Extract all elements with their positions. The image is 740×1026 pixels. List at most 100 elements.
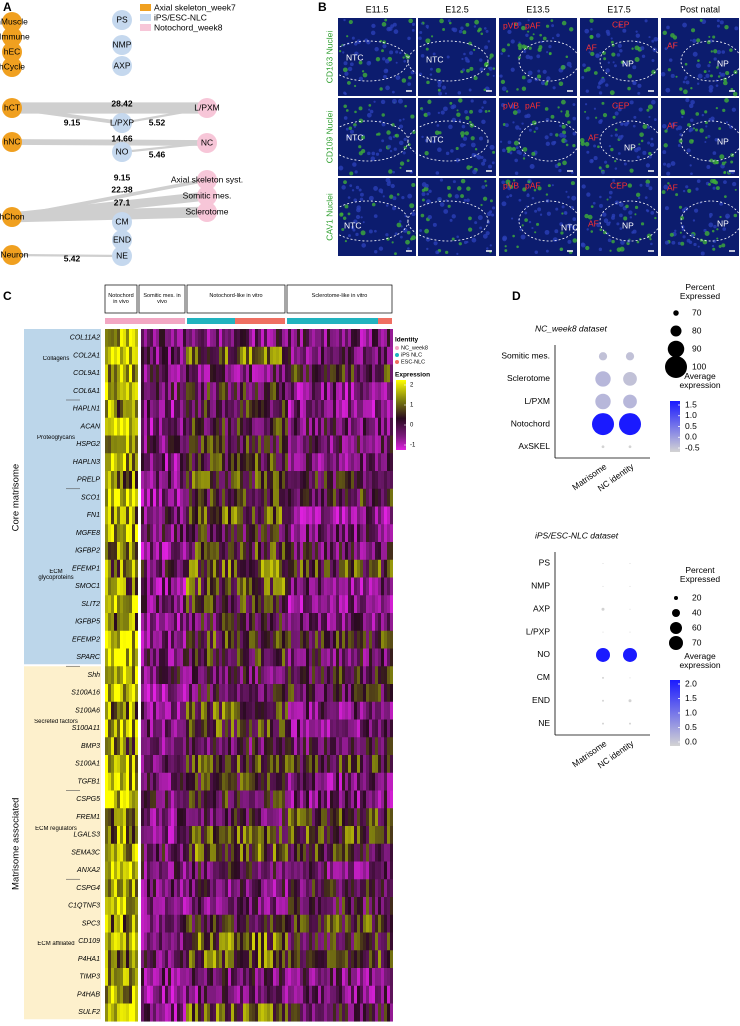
heatmap-cell (150, 453, 153, 472)
heatmap-cell (330, 613, 333, 632)
heatmap-cell (111, 346, 114, 365)
heatmap-cell (297, 772, 300, 791)
heatmap-cell (141, 648, 144, 667)
heatmap-cell (204, 914, 207, 933)
heatmap-cell (213, 861, 216, 880)
heatmap-cell (285, 950, 288, 969)
heatmap-cell (264, 985, 267, 1004)
heatmap-cell (210, 985, 213, 1004)
heatmap-cell (231, 382, 234, 401)
heatmap-cell (249, 630, 252, 649)
legend-label: Axial skeleton_week7 (154, 2, 236, 12)
nucleus (528, 128, 532, 132)
heatmap-cell (360, 897, 363, 916)
heatmap-cell (345, 932, 348, 951)
heatmap-cell (261, 346, 264, 365)
heatmap-cell (375, 630, 378, 649)
heatmap-cell (174, 843, 177, 862)
nucleus (608, 190, 613, 195)
nucleus (546, 51, 549, 54)
heatmap-cell (252, 826, 255, 845)
heatmap-cell (276, 968, 279, 987)
nucleus (396, 222, 402, 228)
heatmap-cell (111, 488, 114, 507)
nucleus (662, 30, 667, 36)
heatmap-cell (192, 772, 195, 791)
nucleus (560, 231, 564, 235)
heatmap-cell (369, 914, 372, 933)
heatmap-cell (147, 701, 150, 720)
heatmap-cell (285, 364, 288, 383)
heatmap-cell (243, 826, 246, 845)
heatmap-cell (255, 914, 258, 933)
nucleus (672, 43, 675, 46)
nucleus (606, 232, 609, 235)
heatmap-cell (207, 719, 210, 738)
heatmap-cell (189, 329, 192, 348)
heatmap-cell (270, 471, 273, 490)
heatmap-cell (369, 364, 372, 383)
heatmap-cell (135, 701, 138, 720)
heatmap-cell (240, 790, 243, 809)
heatmap-cell (129, 684, 132, 703)
heatmap-cell (114, 506, 117, 525)
nucleus (719, 20, 724, 25)
heatmap-cell (222, 595, 225, 614)
heatmap-cell (357, 808, 360, 827)
heatmap-cell (213, 506, 216, 525)
heatmap-cell (282, 755, 285, 774)
nucleus (362, 72, 368, 78)
heatmap-cell (360, 985, 363, 1004)
nucleus (432, 222, 437, 227)
heatmap-cell (309, 542, 312, 561)
heatmap-cell (147, 613, 150, 632)
heatmap-cell (363, 435, 366, 454)
heatmap-cell (189, 790, 192, 809)
heatmap-cell (237, 684, 240, 703)
nucleus (476, 154, 482, 160)
heatmap-cell (171, 648, 174, 667)
nucleus (385, 233, 389, 237)
heatmap-cell (243, 666, 246, 685)
heatmap-cell (327, 701, 330, 720)
heatmap-cell (168, 897, 171, 916)
heatmap-cell (219, 577, 222, 596)
heatmap-cell (111, 1003, 114, 1022)
heatmap-cell (195, 950, 198, 969)
heatmap-cell (231, 488, 234, 507)
legend-title: Expression (395, 372, 430, 379)
heatmap-cell (381, 737, 384, 756)
heatmap-cell (108, 968, 111, 987)
heatmap-cell (279, 488, 282, 507)
heatmap-cell (264, 772, 267, 791)
nucleus (445, 151, 450, 156)
nucleus (536, 54, 541, 59)
heatmap-cell (309, 737, 312, 756)
heatmap-cell (285, 595, 288, 614)
nucleus (353, 123, 357, 127)
heatmap-cell (153, 772, 156, 791)
nucleus (349, 129, 354, 134)
heatmap-cell (294, 329, 297, 348)
heatmap-cell (195, 559, 198, 578)
heatmap-cell (144, 843, 147, 862)
nucleus (572, 116, 577, 121)
heatmap-cell (171, 506, 174, 525)
nucleus (368, 195, 374, 201)
heatmap-cell (390, 524, 393, 543)
heatmap-cell (291, 559, 294, 578)
heatmap-cell (207, 382, 210, 401)
heatmap-cell (387, 630, 390, 649)
nucleus (567, 239, 572, 244)
nucleus (384, 58, 390, 64)
heatmap-cell (132, 1003, 135, 1022)
nucleus (432, 140, 436, 144)
heatmap-cell (153, 701, 156, 720)
heatmap-cell (165, 1003, 168, 1022)
heatmap-cell (141, 506, 144, 525)
heatmap-cell (108, 666, 111, 685)
heatmap-cell (237, 524, 240, 543)
heatmap-cell (339, 968, 342, 987)
heatmap-cell (123, 985, 126, 1004)
heatmap-cell (168, 772, 171, 791)
